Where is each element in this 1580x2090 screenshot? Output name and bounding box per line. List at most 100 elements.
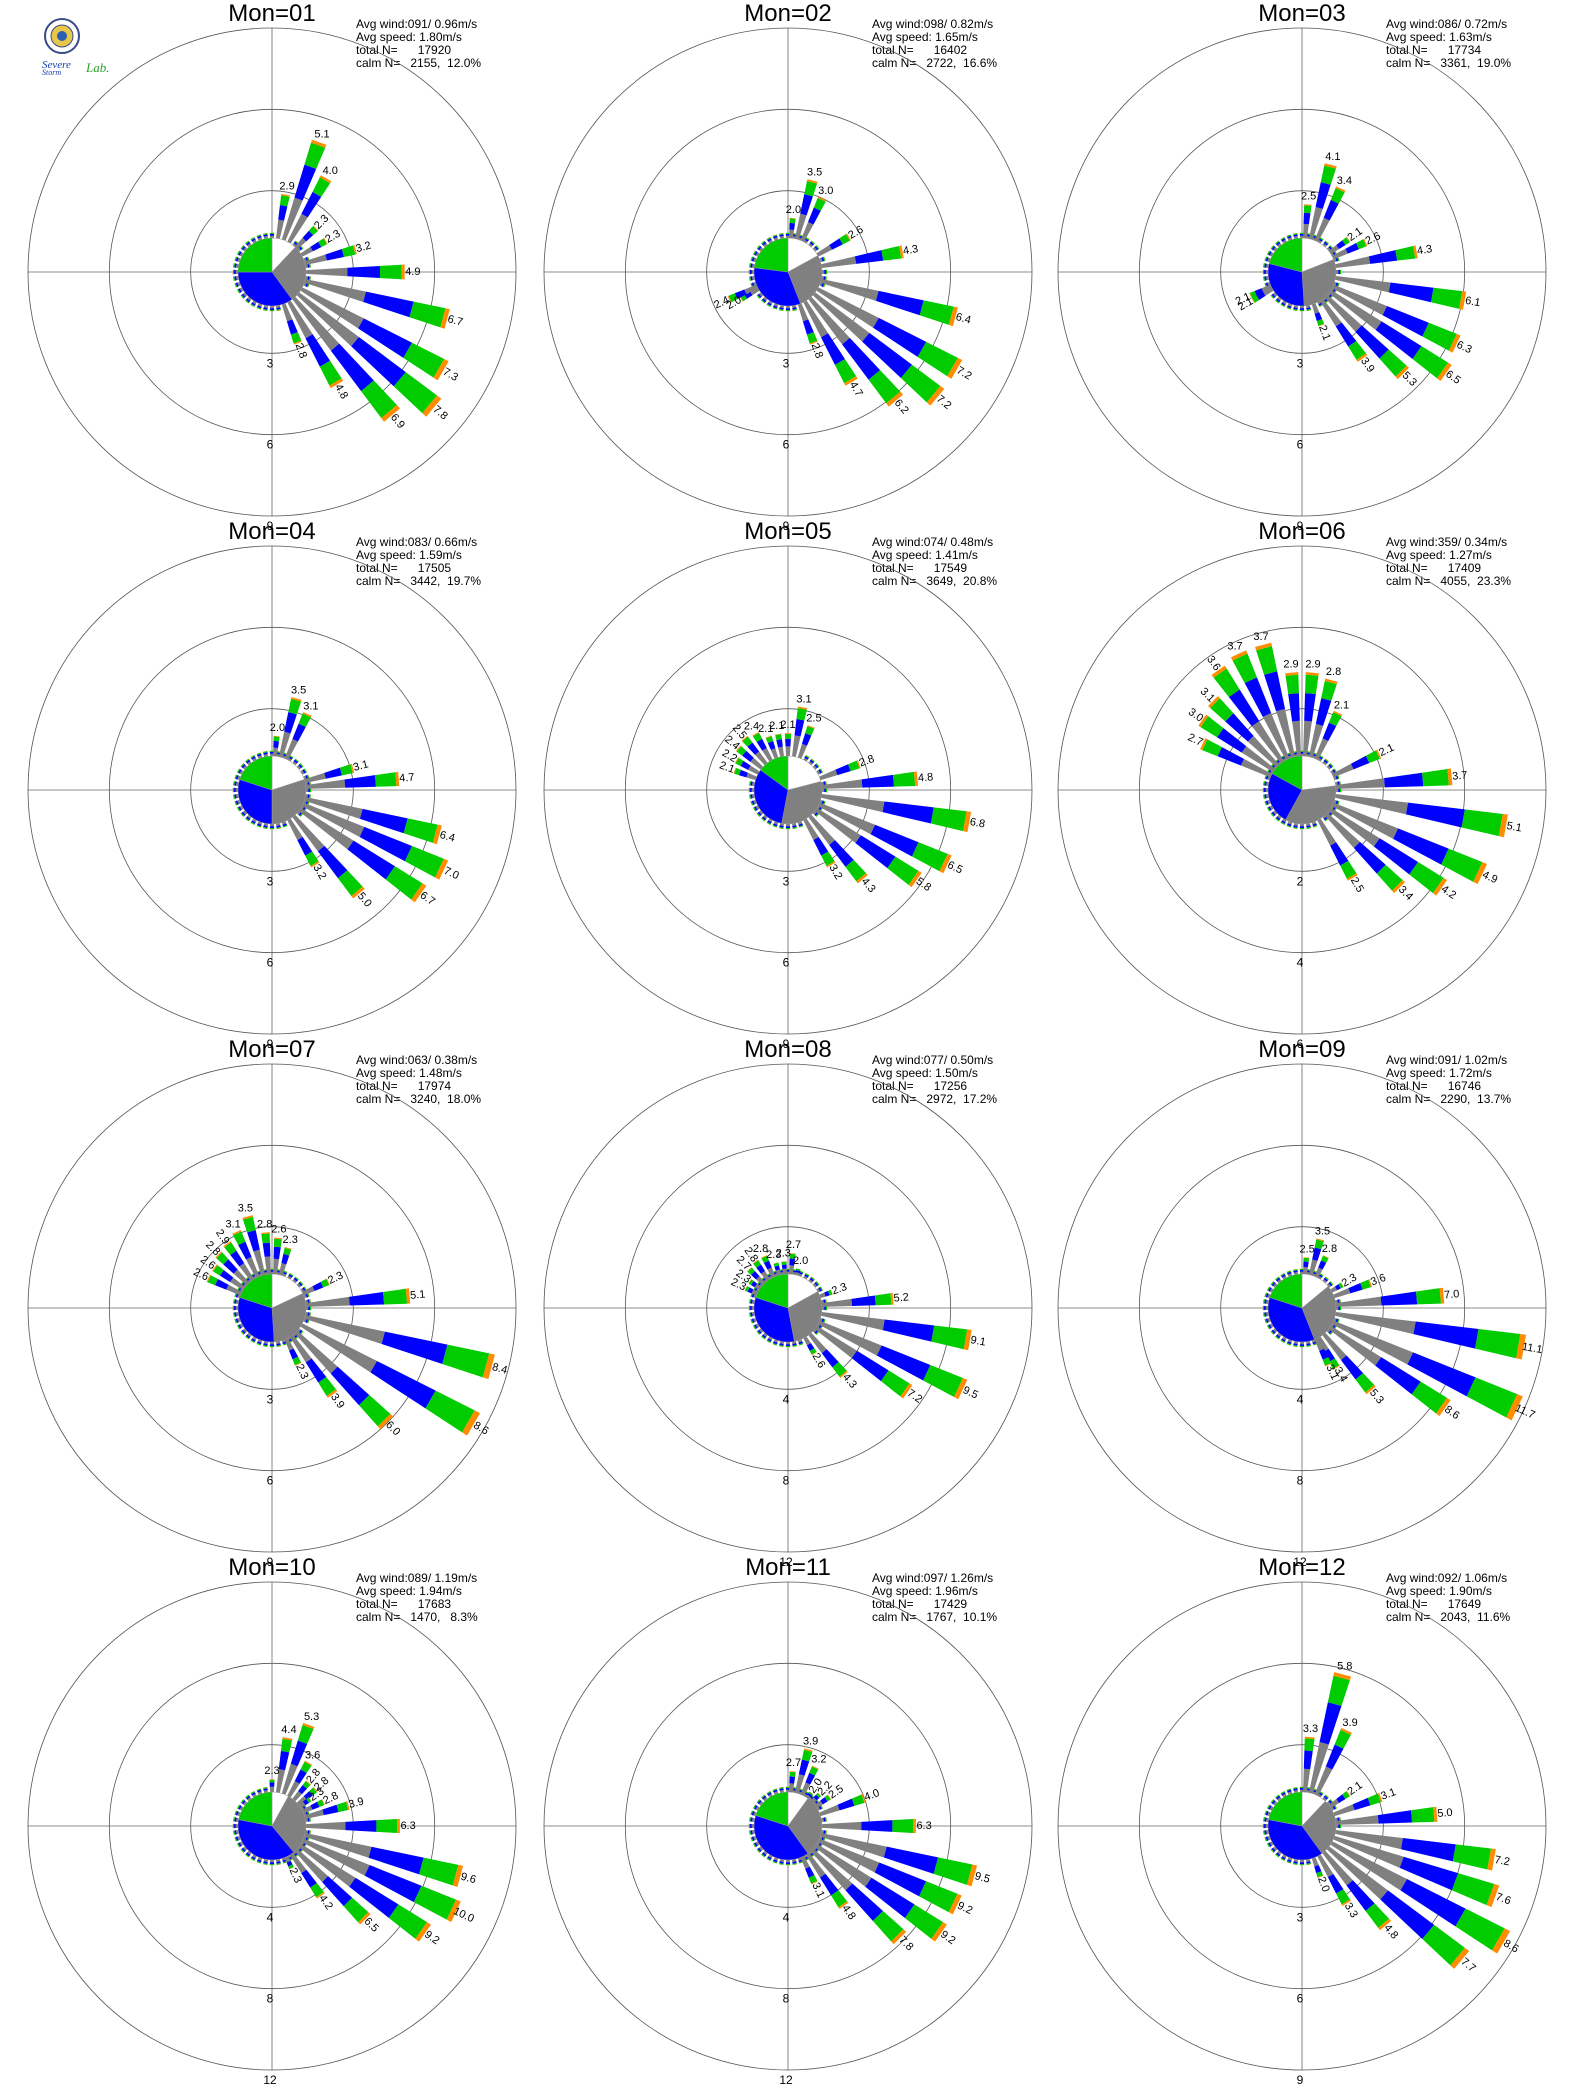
bar-segment <box>767 1792 772 1796</box>
bar-segment <box>753 1260 762 1268</box>
bar-segment <box>1329 1358 1340 1369</box>
bar-segment <box>276 1345 281 1347</box>
stats-line: total N= 17549 <box>872 561 968 575</box>
bar-segment <box>241 1799 246 1805</box>
bar-segment <box>269 1862 275 1864</box>
bar-segment <box>826 1817 828 1822</box>
bar-segment <box>1365 750 1380 764</box>
bar-segment <box>283 1270 288 1272</box>
bar-value-label: 2.4 <box>744 721 759 733</box>
bar-segment <box>1251 297 1255 304</box>
bar-segment <box>240 295 244 299</box>
bar-segment <box>1286 1344 1291 1346</box>
bar-segment <box>799 234 804 236</box>
bar-value-label: 2.8 <box>293 342 310 360</box>
bar-segment <box>1200 738 1208 751</box>
stats-line: total N= 17683 <box>356 1597 452 1611</box>
bar-segment <box>1271 293 1276 299</box>
bar-segment <box>245 1336 249 1340</box>
bar-segment <box>376 1819 398 1833</box>
ring-label: 4 <box>1297 956 1304 970</box>
bar-segment <box>845 1883 884 1922</box>
bar-segment <box>820 278 879 301</box>
ring-label: 8 <box>1297 1474 1304 1488</box>
bar-segment <box>233 794 235 799</box>
bar-segment <box>240 1848 245 1853</box>
stats-line: Avg wind:083/ 0.66m/s <box>356 535 478 549</box>
bar-segment <box>854 250 884 264</box>
bar-segment <box>278 731 291 758</box>
bar-segment <box>748 1823 751 1829</box>
bar-segment <box>1282 239 1287 244</box>
bar-segment <box>1293 825 1298 828</box>
bar-segment <box>1334 250 1338 255</box>
bar-segment <box>1365 1903 1390 1928</box>
bar-segment <box>798 1341 803 1345</box>
bar-segment <box>1263 1830 1265 1835</box>
bar-segment <box>446 1899 461 1923</box>
bar-segment <box>237 1835 241 1841</box>
bar-segment <box>291 697 302 702</box>
bar-segment <box>830 1289 833 1295</box>
bar-segment <box>235 1318 239 1323</box>
bar-segment <box>292 1356 302 1366</box>
bar-value-label: 4.1 <box>1325 151 1340 163</box>
range-ring <box>27 1063 517 1553</box>
bar-segment <box>1271 1281 1276 1287</box>
bar-value-label: 5.2 <box>893 1291 909 1304</box>
bar-segment <box>276 219 285 239</box>
bar-segment <box>281 1763 298 1795</box>
bar-segment <box>1331 763 1354 778</box>
bar-segment <box>297 1724 314 1744</box>
bar-segment <box>1280 822 1285 826</box>
bar-segment <box>1330 245 1334 249</box>
bar-segment <box>240 813 244 817</box>
bar-segment <box>845 859 867 882</box>
bar-segment <box>766 1340 771 1344</box>
bar-value-label: 6.3 <box>916 1820 931 1832</box>
bar-segment <box>761 240 765 244</box>
bar-segment <box>294 164 317 201</box>
bar-segment <box>748 1299 750 1304</box>
bar-segment <box>306 1797 312 1804</box>
bar-segment <box>1411 1381 1448 1414</box>
bar-segment <box>803 1748 813 1752</box>
bar-segment <box>785 823 791 827</box>
bar-segment <box>1275 758 1279 762</box>
bar-segment <box>1271 1847 1276 1853</box>
bar-segment <box>779 232 784 234</box>
bar-segment <box>750 1830 753 1835</box>
bar-segment <box>1282 300 1287 305</box>
bar-segment <box>1339 1817 1341 1822</box>
bar-segment <box>1262 713 1290 761</box>
bar-segment <box>1256 646 1278 675</box>
bar-segment <box>1299 308 1305 310</box>
bar-segment <box>1275 1335 1280 1340</box>
bar-segment <box>317 1799 325 1807</box>
bar-segment <box>236 1804 240 1809</box>
bar-segment <box>1346 236 1351 243</box>
bar-segment <box>816 770 821 775</box>
bar-segment <box>269 823 275 827</box>
bar-segment <box>236 768 240 773</box>
bar-segment <box>359 808 408 834</box>
bar-segment <box>1338 1823 1340 1829</box>
bar-segment <box>749 794 751 799</box>
bar-segment <box>310 241 322 252</box>
bar-segment <box>293 1277 299 1282</box>
bar-segment <box>1338 283 1340 288</box>
bar-segment <box>1319 304 1324 308</box>
bar-segment <box>234 282 238 288</box>
ring-label: 8 <box>783 1474 790 1488</box>
panel-title: Mon=10 <box>228 1554 316 1581</box>
wind-rose-panel: Mon=12 Avg wind:092/ 1.06m/s Avg speed: 1.… <box>1044 1554 1560 2087</box>
bar-segment <box>1198 714 1209 728</box>
bar-segment <box>1355 325 1389 359</box>
bar-segment <box>826 1830 828 1835</box>
bar-segment <box>1299 1862 1305 1864</box>
bar-segment <box>264 1256 271 1275</box>
bar-segment <box>805 1794 811 1800</box>
bar-segment <box>1335 1312 1416 1335</box>
bar-value-label: 11.1 <box>1521 1341 1543 1356</box>
bar-segment <box>1211 665 1227 678</box>
